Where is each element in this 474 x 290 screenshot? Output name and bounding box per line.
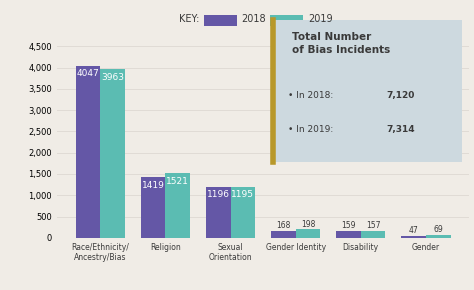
Text: Total Number
of Bias Incidents: Total Number of Bias Incidents bbox=[292, 32, 390, 55]
Text: 69: 69 bbox=[433, 225, 443, 234]
Text: • In 2018:: • In 2018: bbox=[288, 91, 336, 100]
Bar bbox=[426, 235, 450, 238]
Bar bbox=[296, 229, 320, 238]
Bar bbox=[401, 236, 426, 238]
Text: 7,314: 7,314 bbox=[386, 126, 415, 135]
Bar bbox=[230, 187, 255, 238]
Text: 7,120: 7,120 bbox=[386, 91, 415, 100]
Bar bbox=[165, 173, 190, 238]
Text: 4047: 4047 bbox=[77, 69, 100, 78]
Text: 168: 168 bbox=[276, 221, 291, 230]
Bar bbox=[361, 231, 385, 238]
Text: 159: 159 bbox=[341, 221, 356, 230]
Text: KEY:: KEY: bbox=[179, 14, 199, 24]
Text: 1196: 1196 bbox=[207, 190, 230, 199]
Bar bbox=[336, 231, 361, 238]
Bar bbox=[76, 66, 100, 238]
Text: 198: 198 bbox=[301, 220, 315, 229]
Text: • In 2019:: • In 2019: bbox=[288, 126, 336, 135]
Text: 47: 47 bbox=[409, 226, 418, 235]
Text: 1195: 1195 bbox=[231, 190, 255, 200]
Bar bbox=[100, 69, 125, 238]
Text: 1521: 1521 bbox=[166, 177, 189, 186]
Bar bbox=[141, 177, 165, 238]
Text: 157: 157 bbox=[366, 222, 380, 231]
Bar bbox=[271, 231, 296, 238]
Text: 2019: 2019 bbox=[308, 14, 333, 24]
Text: 3963: 3963 bbox=[101, 72, 124, 82]
Bar bbox=[206, 187, 230, 238]
Text: 1419: 1419 bbox=[142, 181, 164, 190]
Text: 2018: 2018 bbox=[242, 14, 266, 24]
